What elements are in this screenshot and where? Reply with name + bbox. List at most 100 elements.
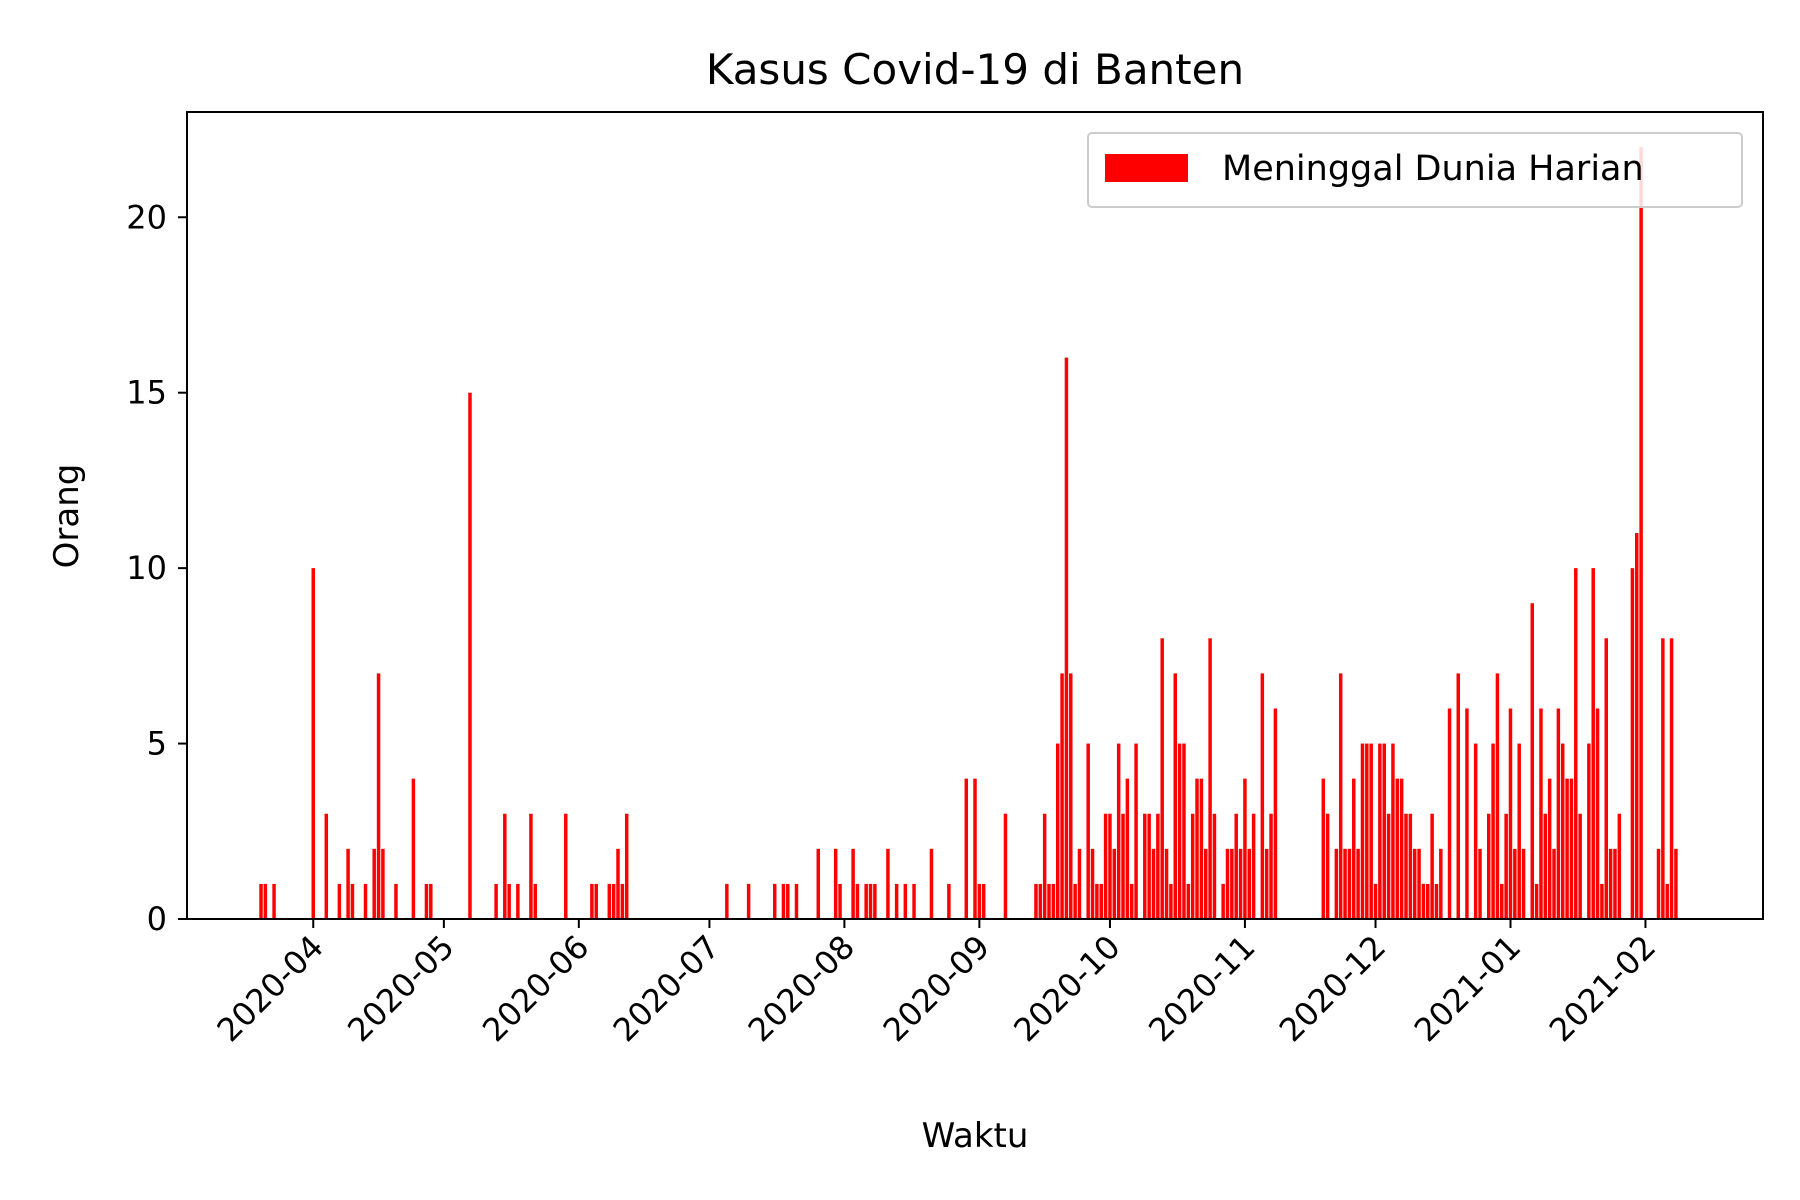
legend-swatch [1105, 154, 1188, 182]
bar [424, 883, 429, 919]
y-tick-label: 15 [126, 374, 167, 412]
bar [1273, 708, 1278, 919]
bar [947, 883, 951, 919]
bar [620, 883, 625, 919]
bar [1247, 848, 1252, 919]
bar [611, 883, 616, 919]
x-tick-label: 2021-02 [1542, 928, 1663, 1049]
y-axis-label: Orang [47, 464, 87, 569]
bar [1439, 848, 1443, 919]
bar [864, 883, 868, 919]
bar [1639, 147, 1643, 920]
bar [851, 848, 855, 919]
bar [1108, 813, 1112, 919]
bar [1478, 848, 1482, 919]
bar [1421, 883, 1426, 919]
bar [1408, 813, 1413, 919]
bar [1547, 778, 1552, 919]
bar [1103, 813, 1108, 919]
bar [607, 883, 612, 919]
y-tick-label: 20 [126, 198, 167, 236]
bar [977, 883, 982, 919]
bar [1060, 673, 1064, 919]
bar [794, 883, 799, 919]
bar [1426, 883, 1430, 919]
bar [903, 883, 908, 919]
bar [1365, 743, 1369, 919]
chart-title: Kasus Covid-19 di Banten [706, 45, 1244, 94]
bar [1543, 813, 1548, 919]
bar [855, 883, 860, 919]
bar [1378, 743, 1382, 919]
bar [1447, 708, 1452, 919]
legend: Meninggal Dunia Harian [1087, 132, 1743, 208]
bar [1504, 813, 1508, 919]
bar [1360, 743, 1365, 919]
x-tick-label: 2021-01 [1407, 928, 1528, 1049]
bar [1269, 813, 1273, 919]
bar [929, 848, 934, 919]
bar [781, 883, 786, 919]
x-axis-label: Waktu [922, 1116, 1029, 1156]
bar [1112, 848, 1117, 919]
bar [529, 813, 533, 919]
x-tick-label: 2020-11 [1141, 928, 1262, 1049]
bar [1412, 848, 1417, 919]
bar [1391, 743, 1395, 919]
bar [1143, 813, 1147, 919]
bar [1169, 883, 1173, 919]
bar [1604, 638, 1609, 919]
x-tick-label: 2020-07 [606, 928, 727, 1049]
bar [1182, 743, 1186, 919]
bar [1212, 813, 1217, 919]
bar [873, 883, 877, 919]
bar [1674, 848, 1678, 919]
x-tick-label: 2020-09 [876, 928, 997, 1049]
bar [1069, 673, 1073, 919]
bar [1591, 568, 1595, 919]
bar [1147, 813, 1151, 919]
bar [838, 883, 842, 919]
bar [503, 813, 507, 919]
bar [1500, 883, 1504, 919]
bar [868, 883, 873, 919]
bar [1635, 533, 1639, 919]
bar [507, 883, 511, 919]
bar [1129, 883, 1134, 919]
bar [1404, 813, 1408, 919]
bar [1190, 813, 1195, 919]
bar [1038, 883, 1043, 919]
bar [1356, 848, 1360, 919]
bar [1264, 848, 1269, 919]
x-tick-label: 2020-08 [741, 928, 862, 1049]
bar [1617, 813, 1622, 919]
bar [564, 813, 568, 919]
bar [1077, 848, 1082, 919]
bar [1539, 708, 1543, 919]
bar [1517, 743, 1521, 919]
bar [337, 883, 342, 919]
bar [1595, 708, 1600, 919]
bar [1530, 603, 1534, 919]
bar [1369, 743, 1373, 919]
bar [376, 673, 381, 919]
bar [1495, 673, 1500, 919]
y-axis: 0 5 10 15 20 [126, 198, 187, 938]
bar [346, 848, 350, 919]
bar [1051, 883, 1056, 919]
bar [1434, 883, 1439, 919]
bar [1238, 848, 1243, 919]
bar [1473, 743, 1478, 919]
bar [1665, 883, 1669, 919]
bar [1095, 883, 1099, 919]
bar [1569, 778, 1574, 919]
bar [1243, 778, 1247, 919]
bar [1386, 813, 1391, 919]
legend-box [1087, 132, 1743, 208]
bar [894, 883, 899, 919]
bar [1177, 743, 1182, 919]
legend-label: Meninggal Dunia Harian [1222, 149, 1644, 189]
bar [259, 883, 263, 919]
bar [1325, 813, 1330, 919]
bar [1521, 848, 1526, 919]
